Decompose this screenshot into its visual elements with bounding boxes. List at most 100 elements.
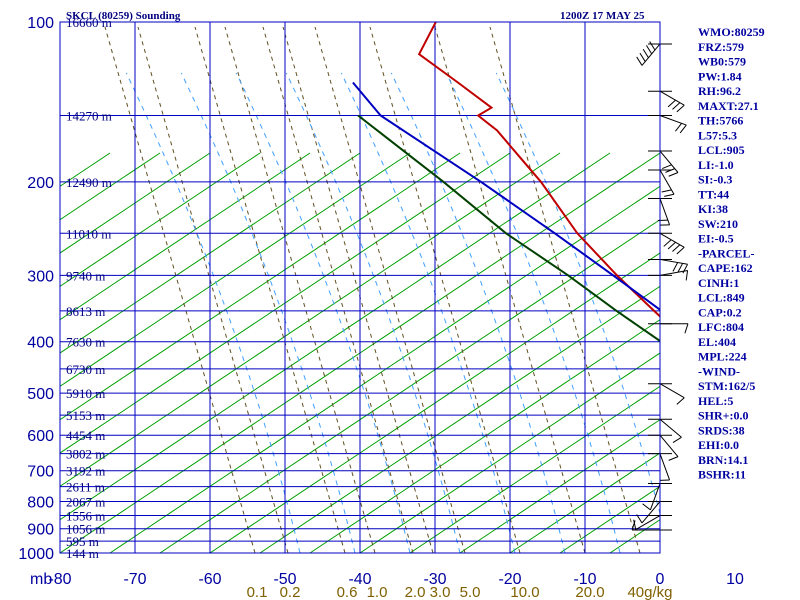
wind-barb (648, 169, 675, 197)
y-tick-label: 100 (27, 15, 54, 32)
wind-barb (636, 41, 672, 66)
height-label: 11010 m (66, 226, 111, 241)
index-value: L57:5.3 (698, 128, 737, 142)
height-label: 3192 m (66, 464, 105, 479)
wind-barb-flag (636, 514, 643, 524)
height-label: 7630 m (66, 335, 105, 350)
x-tick-label: -60 (198, 571, 221, 588)
wind-barb-flag (676, 397, 685, 405)
wind-barb-flag (685, 270, 689, 281)
wind-barb-flag (663, 239, 672, 247)
wind-barb-flag (667, 99, 676, 108)
x-tick-label: -10 (573, 571, 596, 588)
height-label: 4454 m (66, 428, 105, 443)
y-tick-label: 300 (27, 268, 54, 285)
wind-barb-flag (672, 102, 681, 110)
index-value: -WIND- (698, 364, 740, 378)
wind-barb-flag (631, 520, 636, 531)
wind-barb-staff (659, 198, 671, 226)
index-value: LFC:804 (698, 320, 744, 334)
moist-adiabat (235, 72, 411, 554)
dry-adiabat (60, 152, 361, 354)
series-parcel-line (352, 81, 660, 311)
index-value: BSHR:11 (698, 468, 746, 482)
wind-barb-staff (659, 383, 685, 399)
mixing-ratio-line (194, 26, 346, 554)
y-tick-label: 900 (27, 522, 54, 539)
height-label: 1056 m (66, 522, 105, 537)
index-value: KI:38 (698, 202, 728, 216)
height-label: 6730 m (66, 362, 105, 377)
mixing-ratio-line (282, 26, 434, 554)
height-label: 14270 m (66, 109, 112, 124)
wind-barb-flag (667, 241, 676, 250)
dry-adiabat (760, 153, 800, 553)
wind-barb (648, 150, 679, 177)
index-value: BRN:14.1 (698, 453, 748, 467)
height-label: 595 m (66, 534, 99, 549)
wind-barb (648, 269, 689, 281)
mixing-ratio-line (104, 26, 256, 554)
x-tick-label: -80 (48, 571, 71, 588)
wind-barb-staff (659, 418, 682, 438)
wind-barb-flag (645, 45, 653, 55)
index-value: WMO:80259 (698, 25, 765, 39)
series-dewpoint-line (357, 114, 660, 343)
mixing-ratio-label: 2.0 (405, 584, 426, 600)
wind-barb (642, 483, 672, 511)
index-value: LCL:849 (698, 291, 745, 305)
dry-adiabat (159, 219, 660, 554)
dry-adiabat (559, 485, 660, 554)
mixing-ratio-line (489, 26, 641, 554)
height-label: 1556 m (66, 509, 105, 524)
wind-barb (636, 501, 672, 524)
mixing-ratio-line (369, 26, 521, 554)
dry-adiabat (60, 152, 411, 387)
x-tick-label: -20 (498, 571, 521, 588)
mixing-ratio-label: 10.0 (510, 584, 539, 600)
valid-time: 1200Z 17 MAY 25 (560, 10, 645, 22)
moist-adiabat (125, 72, 301, 554)
dry-adiabat (60, 152, 561, 487)
height-label: 9740 m (66, 268, 105, 283)
x-tick-label: -40 (348, 571, 371, 588)
dry-adiabat (60, 152, 311, 321)
index-value: TT:44 (698, 187, 729, 201)
index-value: TH:5766 (698, 114, 743, 128)
wind-barb (648, 434, 679, 461)
wind-barb-flag (649, 41, 656, 51)
x-tick-label: 0 (656, 571, 665, 588)
wind-barb (648, 258, 689, 274)
wind-barb (633, 515, 672, 530)
x-tick-label: -70 (123, 571, 146, 588)
index-value: FRZ:579 (698, 40, 744, 54)
wind-barb-flag (676, 104, 685, 113)
y-tick-label: 200 (27, 175, 54, 192)
wind-barb-flag (672, 262, 679, 272)
height-label: 8613 m (66, 304, 105, 319)
wind-barb-staff (635, 515, 661, 530)
wind-barb-flag (684, 323, 689, 334)
wind-barb-flag (642, 503, 651, 511)
index-value: WB0:579 (698, 55, 746, 69)
wind-barb-flag (636, 56, 643, 66)
wind-barb-staff (659, 90, 685, 106)
wind-barb (648, 383, 685, 405)
wind-barb-staff (649, 483, 661, 511)
wind-barb-flag (676, 246, 685, 255)
moist-adiabat (180, 72, 356, 554)
mixing-ratio-label: 3.0 (430, 584, 451, 600)
wind-barb-flag (668, 456, 679, 461)
height-label: 5910 m (66, 386, 105, 401)
wind-barb-flag (679, 124, 687, 134)
index-value: LCL:905 (698, 143, 745, 157)
dry-adiabat (109, 185, 660, 554)
height-label: 16660 m (66, 15, 112, 30)
wind-barb-flag (677, 263, 684, 273)
height-label: 3802 m (66, 447, 105, 462)
wind-barb-staff (659, 269, 688, 276)
index-value: SW:210 (698, 217, 738, 231)
wind-barb-staff (659, 453, 671, 481)
